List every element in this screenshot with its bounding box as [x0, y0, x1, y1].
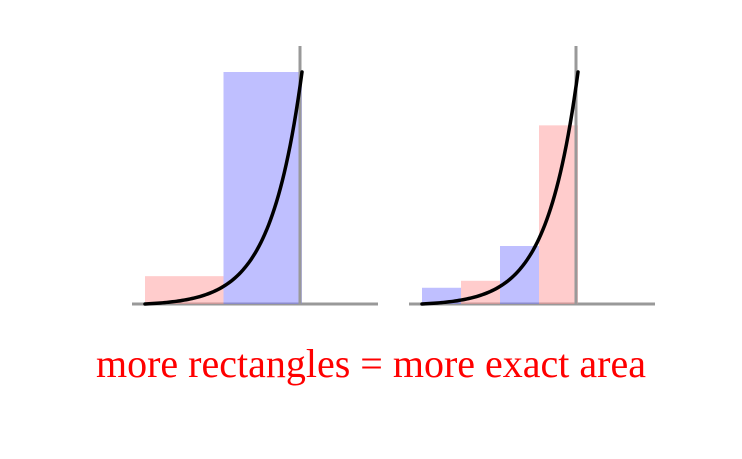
rectangle-blue	[223, 72, 302, 304]
panel-two-rectangles	[132, 46, 378, 306]
panel-four-rectangles	[409, 46, 655, 306]
function-curve	[420, 70, 580, 306]
caption-text: more rectangles = more exact area	[95, 341, 647, 386]
function-curve	[143, 70, 304, 306]
rectangle-red	[539, 125, 578, 304]
rectangle-blue	[500, 246, 539, 304]
